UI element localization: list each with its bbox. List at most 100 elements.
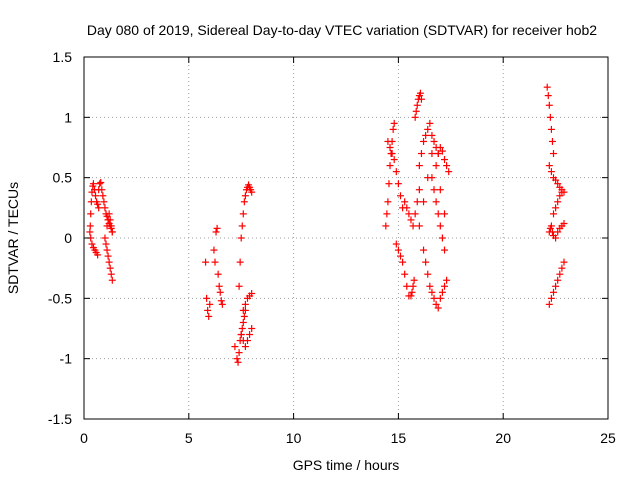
data-point	[206, 300, 214, 308]
data-point	[399, 258, 407, 266]
data-point	[424, 270, 432, 278]
data-point	[556, 192, 564, 200]
data-point	[417, 95, 425, 103]
data-point	[205, 312, 213, 320]
data-point	[426, 119, 434, 127]
data-point	[235, 282, 243, 290]
data-point	[105, 210, 113, 218]
data-point	[211, 258, 219, 266]
data-point	[385, 180, 393, 188]
data-point	[97, 178, 105, 186]
y-tick-label: -1.5	[48, 411, 72, 427]
grid-lines	[84, 57, 608, 419]
data-point	[217, 297, 225, 305]
data-point	[545, 101, 553, 109]
data-point	[216, 288, 224, 296]
data-point	[547, 125, 555, 133]
data-point	[382, 222, 390, 230]
data-point	[89, 180, 97, 188]
y-tick-label: 1	[64, 109, 72, 125]
x-tick-label: 15	[391, 430, 407, 446]
data-point	[438, 147, 446, 155]
data-point	[436, 144, 444, 151]
x-tick-label: 5	[185, 430, 193, 446]
data-point	[237, 234, 245, 242]
data-point	[409, 282, 417, 290]
data-point	[239, 318, 247, 326]
data-point	[239, 210, 247, 218]
y-axis-label: SDTVAR / TECUs	[5, 182, 21, 294]
data-point	[430, 186, 438, 194]
data-point	[415, 222, 423, 230]
data-point	[240, 312, 248, 320]
data-point	[430, 294, 438, 302]
data-point	[434, 304, 442, 312]
data-point	[95, 204, 103, 212]
data-point	[241, 192, 249, 200]
data-point	[396, 252, 404, 260]
data-point	[547, 294, 555, 302]
data-point	[210, 246, 218, 254]
data-point	[392, 168, 400, 176]
data-point	[547, 168, 555, 176]
data-point	[94, 200, 102, 208]
data-point	[243, 337, 251, 345]
y-tick-label: -1	[60, 351, 73, 367]
data-point	[215, 282, 223, 290]
data-point	[203, 294, 211, 302]
data-point	[386, 144, 394, 151]
data-point	[420, 137, 428, 145]
data-point	[409, 222, 417, 230]
data-point	[441, 282, 449, 290]
data-point	[394, 246, 402, 254]
data-point	[214, 270, 222, 278]
data-point	[401, 198, 409, 206]
data-point	[99, 192, 107, 200]
data-point	[231, 343, 239, 351]
data-point	[218, 300, 226, 308]
data-point	[560, 220, 568, 228]
data-point	[554, 276, 562, 284]
data-point	[546, 113, 554, 121]
data-point	[86, 222, 94, 230]
data-point	[434, 210, 442, 218]
data-point	[438, 234, 446, 242]
data-point	[98, 186, 106, 194]
data-point	[443, 276, 451, 284]
data-point	[443, 162, 451, 170]
data-point	[105, 258, 113, 266]
data-point	[103, 246, 111, 254]
data-point	[94, 251, 102, 259]
data-point	[411, 113, 419, 121]
data-point	[428, 131, 436, 139]
data-point	[204, 306, 212, 314]
data-point	[554, 180, 562, 188]
data-point	[235, 349, 243, 357]
data-point	[246, 331, 254, 339]
data-point	[392, 240, 400, 248]
data-point	[544, 92, 552, 100]
data-point	[441, 210, 449, 218]
data-point	[403, 204, 411, 212]
data-point	[202, 258, 210, 266]
data-point	[88, 240, 96, 248]
data-point	[389, 125, 397, 133]
data-point	[102, 240, 110, 248]
data-point	[543, 83, 551, 91]
data-point	[550, 150, 558, 158]
data-point	[430, 137, 438, 145]
data-point	[432, 162, 440, 170]
data-point	[552, 176, 560, 184]
data-point	[552, 204, 560, 212]
data-point	[92, 192, 100, 200]
data-point	[436, 222, 444, 230]
data-point	[432, 300, 440, 308]
data-point	[438, 288, 446, 296]
data-point	[248, 325, 256, 332]
data-point	[234, 358, 242, 366]
data-point	[445, 168, 453, 176]
x-tick-label: 10	[286, 430, 302, 446]
data-point	[384, 198, 392, 206]
data-point	[96, 180, 104, 188]
